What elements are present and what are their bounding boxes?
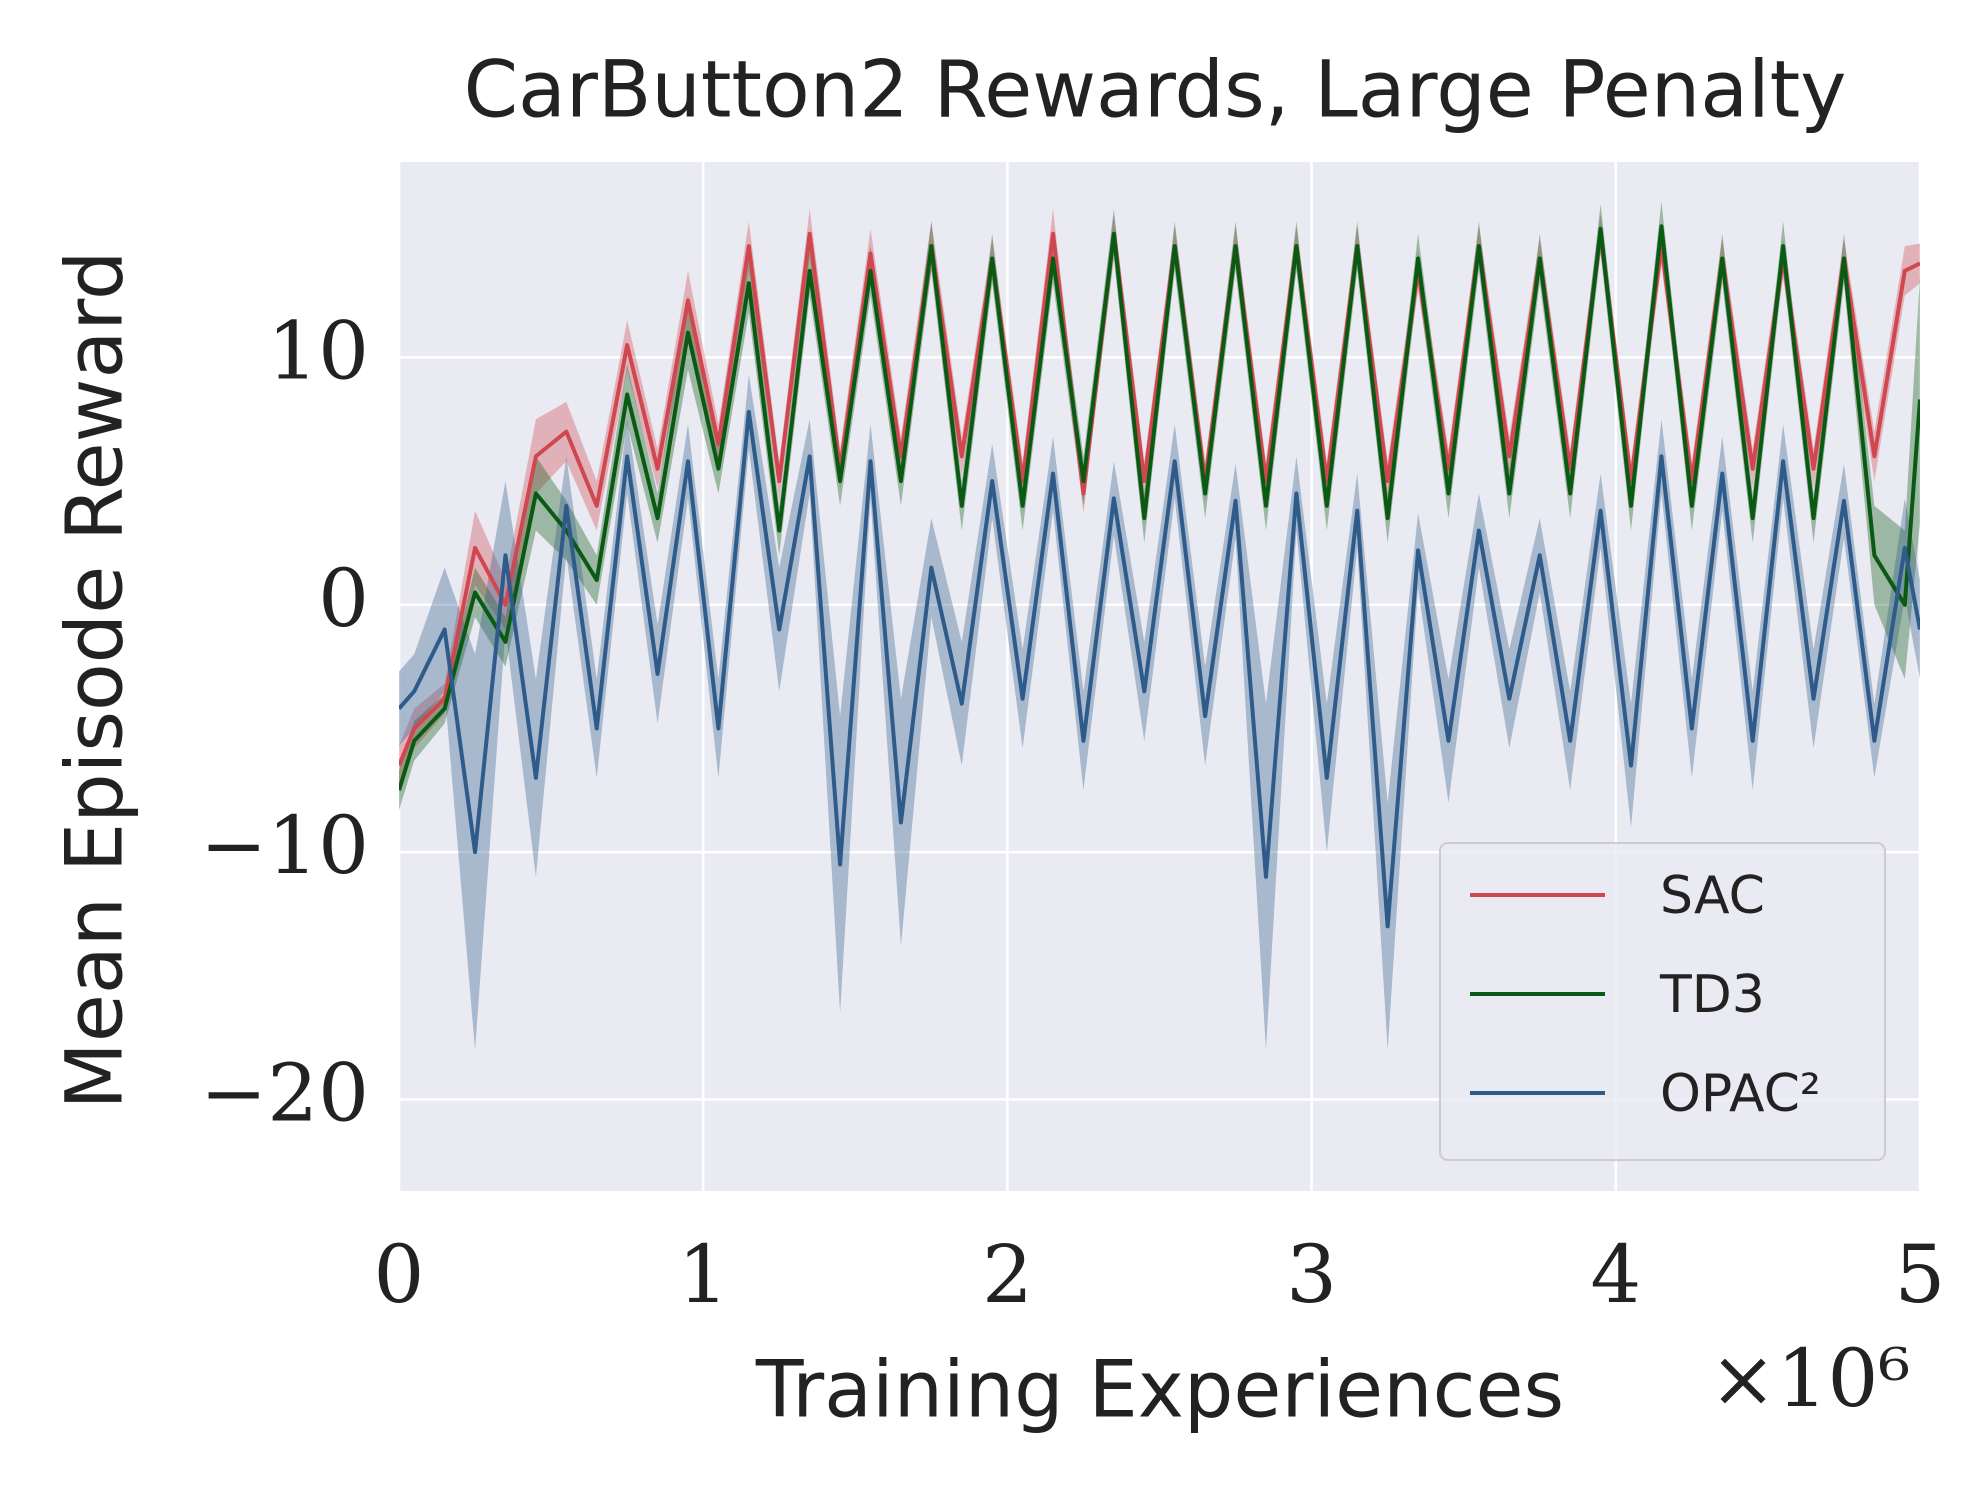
series-line	[399, 224, 1920, 791]
legend-label: SAC	[1660, 866, 1765, 926]
legend-label: OPAC²	[1660, 1064, 1821, 1124]
x-tick-label: 4	[1590, 1228, 1641, 1321]
x-axis-label: Training Experiences	[755, 1345, 1564, 1435]
error-band	[399, 374, 1920, 1051]
series-line	[399, 409, 1920, 929]
legend-label: TD3	[1659, 965, 1765, 1025]
y-tick-label: −20	[200, 1046, 369, 1139]
y-tick-label: 10	[267, 304, 369, 397]
legend-box	[1439, 842, 1886, 1161]
x-tick-label: 2	[982, 1228, 1033, 1321]
x-tick-label: 1	[678, 1228, 729, 1321]
x-offset-label: ×10⁶	[1710, 1332, 1911, 1425]
x-tick-label: 3	[1286, 1228, 1337, 1321]
y-tick-label: −10	[200, 799, 369, 892]
y-axis-label: Mean Episode Reward	[50, 251, 140, 1110]
x-tick-label: 0	[374, 1228, 425, 1321]
x-tick-label: 5	[1895, 1228, 1946, 1321]
chart-title: CarButton2 Rewards, Large Penalty	[464, 45, 1847, 135]
y-tick-label: 0	[318, 552, 369, 645]
